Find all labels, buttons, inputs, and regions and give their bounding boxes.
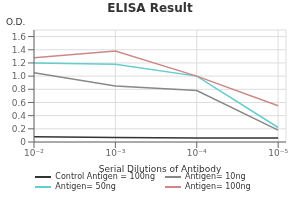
- svg-text:0.8: 0.8: [12, 84, 27, 94]
- svg-text:1.4: 1.4: [12, 45, 27, 55]
- html-text:Antigen= 50ng: Antigen= 50ng: [55, 182, 116, 191]
- svg-text:0: 0: [20, 137, 26, 147]
- svg-text:10⁻³: 10⁻³: [105, 148, 125, 158]
- svg-text:10⁻²: 10⁻²: [24, 148, 44, 158]
- svg-text:0.6: 0.6: [12, 98, 27, 108]
- svg-text:10⁻⁵: 10⁻⁵: [268, 148, 288, 158]
- svg-text:0.2: 0.2: [12, 124, 26, 134]
- html-text:Control Antigen = 100ng: Control Antigen = 100ng: [55, 172, 155, 181]
- html-text:ELISA Result: ELISA Result: [107, 1, 193, 15]
- svg-text:1.2: 1.2: [12, 58, 26, 68]
- svg-text:1.6: 1.6: [12, 32, 27, 42]
- html-text:Antigen= 100ng: Antigen= 100ng: [185, 182, 251, 191]
- svg-text:10⁻⁴: 10⁻⁴: [187, 148, 207, 158]
- svg-text:Serial Dilutions of Antibody: Serial Dilutions of Antibody: [99, 164, 222, 174]
- html-text:Antigen= 10ng: Antigen= 10ng: [185, 172, 246, 181]
- svg-text:1.0: 1.0: [12, 71, 27, 81]
- svg-text:0.4: 0.4: [12, 111, 27, 121]
- html-text:O.D.: O.D.: [6, 17, 26, 27]
